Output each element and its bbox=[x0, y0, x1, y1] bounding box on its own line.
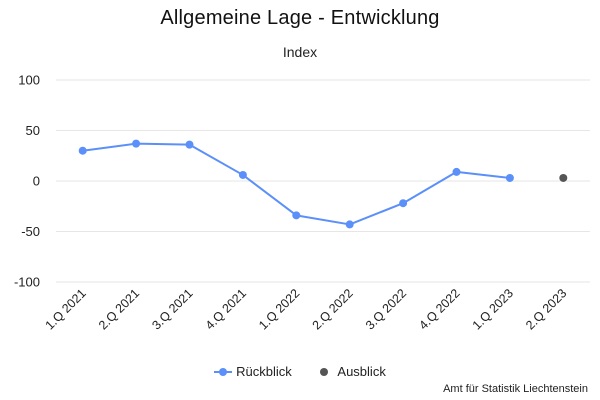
legend-swatch-rueckblick bbox=[214, 367, 233, 377]
legend-label-ausblick: Ausblick bbox=[337, 364, 386, 379]
y-tick-label-4: -100 bbox=[14, 275, 40, 290]
x-tick-label-2: 3.Q 2021 bbox=[149, 286, 195, 332]
chart-title: Allgemeine Lage - Entwicklung bbox=[160, 7, 440, 29]
point-0-7[interactable] bbox=[452, 167, 461, 176]
point-0-6[interactable] bbox=[399, 199, 408, 208]
y-tick-label-3: -50 bbox=[21, 224, 40, 239]
chart-subtitle: Index bbox=[282, 44, 318, 60]
point-0-1[interactable] bbox=[132, 139, 141, 148]
point-0-8[interactable] bbox=[505, 173, 514, 182]
credit-text: Amt für Statistik Liechtenstein bbox=[443, 383, 588, 395]
legend-swatch-ausblick bbox=[315, 367, 333, 377]
y-axis-ticks: 100 50 0 -50 -100 bbox=[14, 73, 40, 290]
y-tick-label-1: 50 bbox=[26, 123, 40, 138]
x-tick-label-5: 2.Q 2022 bbox=[310, 286, 356, 332]
y-tick-label-2: 0 bbox=[33, 174, 40, 189]
x-tick-label-0: 1.Q 2021 bbox=[43, 286, 89, 332]
point-0-3[interactable] bbox=[238, 170, 247, 179]
point-0-5[interactable] bbox=[345, 220, 354, 229]
legend-item-ausblick[interactable]: Ausblick bbox=[315, 364, 386, 379]
legend: Rückblick Ausblick bbox=[0, 364, 600, 380]
x-tick-label-7: 4.Q 2022 bbox=[416, 286, 462, 332]
y-tick-label-0: 100 bbox=[18, 73, 40, 88]
x-tick-label-1: 2.Q 2021 bbox=[96, 286, 142, 332]
series-layer bbox=[78, 139, 568, 229]
x-tick-label-6: 3.Q 2022 bbox=[363, 286, 409, 332]
grid-lines bbox=[56, 79, 590, 283]
legend-item-rueckblick[interactable]: Rückblick bbox=[214, 364, 292, 379]
x-tick-label-4: 1.Q 2022 bbox=[256, 286, 302, 332]
legend-label-rueckblick: Rückblick bbox=[236, 364, 292, 379]
x-tick-label-9: 2.Q 2023 bbox=[523, 286, 569, 332]
x-axis-ticks: 1.Q 2021 2.Q 2021 3.Q 2021 4.Q 2021 1.Q 2022… bbox=[43, 286, 570, 332]
x-tick-label-8: 1.Q 2023 bbox=[470, 286, 516, 332]
point-1-9[interactable] bbox=[559, 173, 568, 182]
point-0-2[interactable] bbox=[185, 140, 194, 149]
point-0-0[interactable] bbox=[78, 146, 87, 155]
point-0-4[interactable] bbox=[292, 211, 301, 220]
x-tick-label-3: 4.Q 2021 bbox=[203, 286, 249, 332]
